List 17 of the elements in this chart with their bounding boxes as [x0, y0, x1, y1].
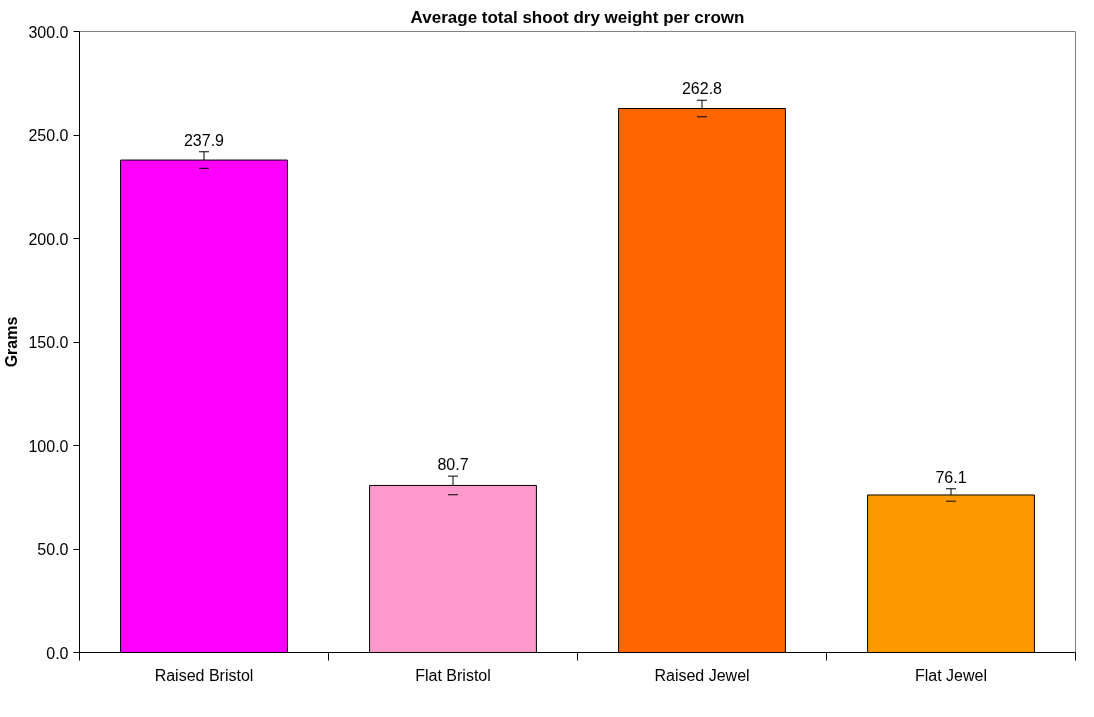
y-tick-label: 100.0	[28, 437, 69, 455]
y-tick-label: 50.0	[37, 541, 69, 558]
x-tick-label: Raised Jewel	[654, 666, 750, 684]
y-tick-label: 200.0	[28, 230, 69, 248]
x-tick-label: Flat Jewel	[914, 666, 988, 684]
data-label: 237.9	[183, 131, 225, 149]
y-tick-label: 0.0	[46, 644, 69, 662]
y-tick-label: 300.0	[28, 23, 69, 41]
data-label: 76.1	[935, 468, 967, 486]
x-tick-label: Raised Bristol	[154, 666, 254, 684]
x-tick-label: Flat Bristol	[415, 666, 491, 684]
y-tick-label: 250.0	[28, 127, 69, 144]
data-label: 262.8	[681, 80, 723, 98]
y-tick-label: 150.0	[28, 334, 69, 351]
y-axis-title: Grams	[3, 316, 21, 368]
data-label: 80.7	[437, 456, 469, 474]
chart-title: Average total shoot dry weight per crown	[410, 7, 745, 27]
